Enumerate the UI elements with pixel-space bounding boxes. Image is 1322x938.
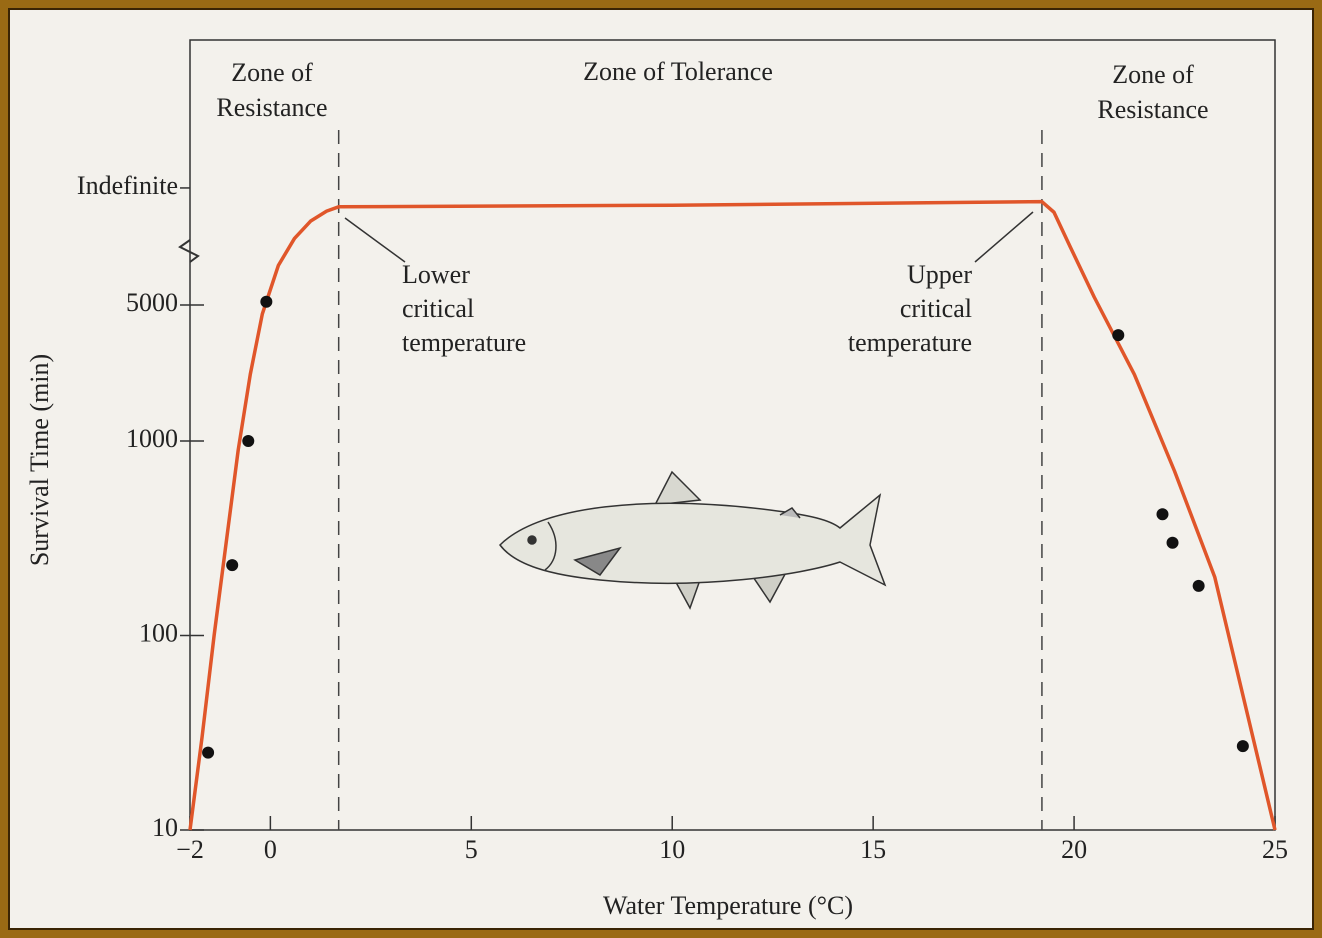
- zone-label: Zone of: [1112, 60, 1194, 89]
- data-point: [202, 747, 214, 759]
- annotation: Upper: [907, 260, 972, 289]
- x-axis-title: Water Temperature (°C): [603, 891, 853, 920]
- x-tick-label: 20: [1061, 835, 1087, 864]
- leader-line: [975, 212, 1033, 262]
- y-tick-label: 1000: [126, 424, 178, 453]
- y-tick-label: 10: [152, 813, 178, 842]
- zone-label: Zone of Tolerance: [583, 57, 773, 86]
- annotation: critical: [402, 294, 474, 323]
- data-point: [1193, 580, 1205, 592]
- zone-label: Resistance: [216, 93, 327, 122]
- leader-line: [345, 218, 405, 262]
- x-tick-label: 0: [264, 835, 277, 864]
- x-tick-label: −2: [176, 835, 204, 864]
- y-tick-label: 100: [139, 618, 178, 647]
- annotation: temperature: [848, 328, 972, 357]
- fish: [500, 472, 885, 608]
- data-point: [226, 559, 238, 571]
- data-point: [1112, 329, 1124, 341]
- x-tick-label: 5: [465, 835, 478, 864]
- x-tick-label: 25: [1262, 835, 1288, 864]
- y-axis-title: Survival Time (min): [25, 354, 54, 566]
- data-point: [260, 296, 272, 308]
- annotation: Lower: [402, 260, 470, 289]
- y-tick-label: Indefinite: [77, 171, 178, 200]
- annotation: critical: [900, 294, 972, 323]
- annotation: temperature: [402, 328, 526, 357]
- zone-label: Resistance: [1097, 95, 1208, 124]
- page: {"chart_data": {"type": "scatter", "x_la…: [0, 0, 1322, 938]
- axis-break: [180, 240, 198, 262]
- data-point: [1237, 740, 1249, 752]
- x-tick-label: 15: [860, 835, 886, 864]
- data-point: [242, 435, 254, 447]
- plot-frame: [190, 40, 1275, 830]
- data-point: [1156, 508, 1168, 520]
- data-point: [1167, 537, 1179, 549]
- x-tick-label: 10: [659, 835, 685, 864]
- zone-label: Zone of: [231, 58, 313, 87]
- y-tick-label: 5000: [126, 288, 178, 317]
- chart: Water Temperature (°C) Survival Time (mi…: [10, 10, 1312, 928]
- plot: Water Temperature (°C) Survival Time (mi…: [25, 40, 1288, 920]
